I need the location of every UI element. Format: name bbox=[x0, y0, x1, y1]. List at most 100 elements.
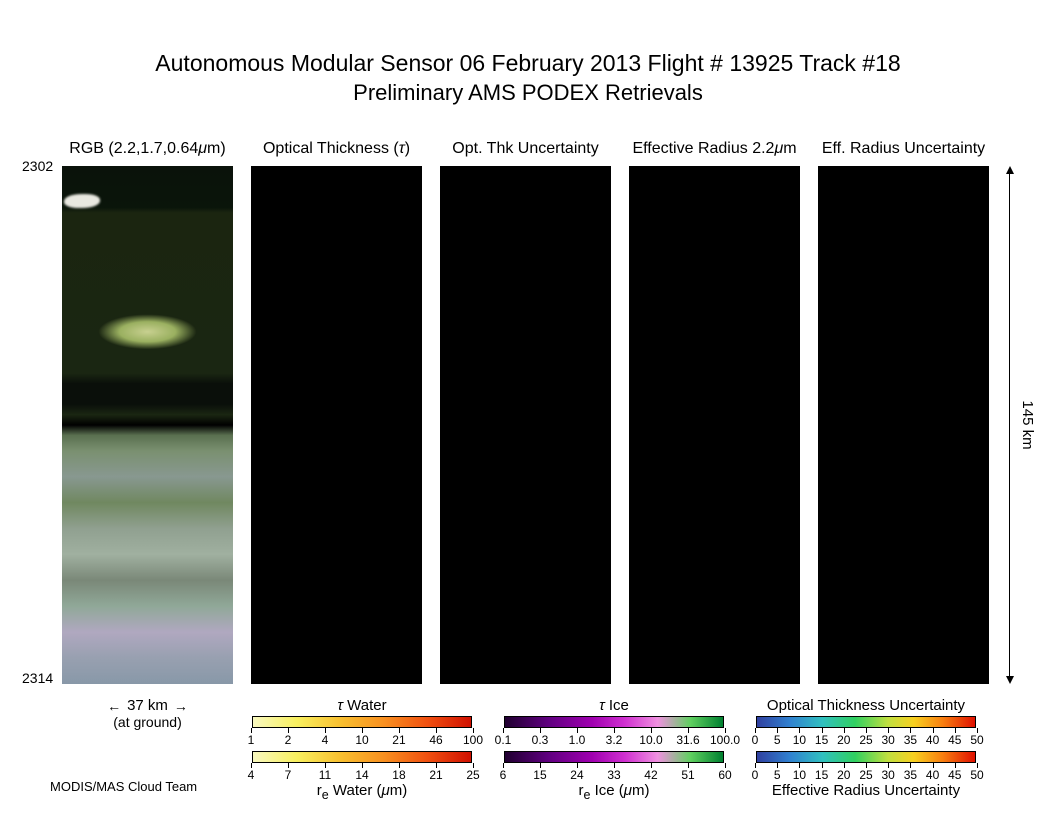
colorbar-tick-label: 45 bbox=[948, 768, 961, 782]
colorbar-title: τ Water bbox=[337, 697, 386, 714]
colorbar-title: re Water (μm) bbox=[317, 782, 407, 802]
colorbar-tick-label: 11 bbox=[319, 768, 331, 782]
height-scale: 145 km bbox=[1005, 166, 1035, 684]
width-scale-label: 37 km bbox=[127, 697, 168, 714]
colorbar-tick-label: 21 bbox=[392, 733, 405, 747]
colorbar-tick-label: 0 bbox=[752, 733, 759, 747]
colorbar-tick-label: 18 bbox=[392, 768, 405, 782]
panel-label: Opt. Thk Uncertainty bbox=[440, 140, 611, 160]
colorbar-tick-label: 2 bbox=[285, 733, 292, 747]
panel-rgb: RGB (2.2,1.7,0.64μm) bbox=[62, 140, 233, 684]
colorbar-tick-label: 100.0 bbox=[710, 733, 740, 747]
rgb-cloud bbox=[64, 194, 100, 208]
colorbar-labels: 471114182125 bbox=[251, 768, 473, 782]
colorbar-labels: 0.10.31.03.210.031.6100.0 bbox=[503, 733, 725, 747]
colorbar-tick-label: 33 bbox=[607, 768, 620, 782]
colorbar-tick-label: 15 bbox=[815, 733, 828, 747]
colorbar-group: τ Ice0.10.31.03.210.031.6100.0 bbox=[503, 697, 725, 747]
colorbar-tick-label: 50 bbox=[970, 768, 983, 782]
colorbar-tick-label: 35 bbox=[904, 768, 917, 782]
colorbar-tick-label: 4 bbox=[248, 768, 255, 782]
colorbar-tick-label: 15 bbox=[533, 768, 546, 782]
colorbar-tick-label: 20 bbox=[837, 768, 850, 782]
colorbar-tick-label: 100 bbox=[463, 733, 483, 747]
colorbar-tick-label: 30 bbox=[882, 733, 895, 747]
colorbar-bar bbox=[756, 751, 976, 763]
arrow-left-icon: ← bbox=[107, 698, 121, 714]
panel-opt-thk-uncertainty: Opt. Thk Uncertainty bbox=[440, 140, 611, 684]
colorbar-labels: 124102146100 bbox=[251, 733, 473, 747]
colorbar-tick-label: 5 bbox=[774, 733, 781, 747]
rgb-scene bbox=[62, 166, 233, 684]
panel-label: Optical Thickness (τ) bbox=[251, 140, 422, 160]
title-main: Autonomous Modular Sensor 06 February 20… bbox=[0, 50, 1056, 77]
panel-label: RGB (2.2,1.7,0.64μm) bbox=[62, 140, 233, 160]
colorbar-tick-label: 30 bbox=[882, 768, 895, 782]
panel-label: Eff. Radius Uncertainty bbox=[818, 140, 989, 160]
panel-image-blank bbox=[251, 166, 422, 684]
colorbar-tick-label: 45 bbox=[948, 733, 961, 747]
colorbar-region: τ Water124102146100τ Ice0.10.31.03.210.0… bbox=[251, 697, 1011, 808]
colorbar-tick-label: 50 bbox=[970, 733, 983, 747]
colorbar-tick-label: 1 bbox=[248, 733, 255, 747]
colorbar-tick-label: 4 bbox=[322, 733, 329, 747]
colorbar-bar bbox=[252, 716, 472, 728]
colorbar-tick-label: 0.3 bbox=[532, 733, 549, 747]
colorbar-tick-label: 5 bbox=[774, 768, 781, 782]
title-sub: Preliminary AMS PODEX Retrievals bbox=[0, 80, 1056, 106]
credit-text: MODIS/MAS Cloud Team bbox=[50, 779, 197, 794]
panel-image-blank bbox=[818, 166, 989, 684]
colorbar-bar bbox=[504, 716, 724, 728]
colorbar-tick-label: 7 bbox=[285, 768, 292, 782]
y-axis-tick-bottom: 2314 bbox=[22, 670, 53, 686]
colorbar-tick-label: 10 bbox=[793, 768, 806, 782]
colorbar-title: τ Ice bbox=[599, 697, 629, 714]
panel-row: RGB (2.2,1.7,0.64μm) Optical Thickness (… bbox=[62, 140, 989, 684]
colorbar-group: 05101520253035404550Effective Radius Unc… bbox=[755, 751, 977, 804]
colorbar-tick-label: 3.2 bbox=[606, 733, 623, 747]
colorbar-tick-label: 1.0 bbox=[569, 733, 586, 747]
colorbar-tick-label: 10 bbox=[355, 733, 368, 747]
colorbar-row-1: τ Water124102146100τ Ice0.10.31.03.210.0… bbox=[251, 697, 1011, 747]
colorbar-tick-label: 15 bbox=[815, 768, 828, 782]
colorbar-tick-label: 25 bbox=[859, 768, 872, 782]
arrow-right-icon: → bbox=[174, 698, 188, 714]
height-arrow-line bbox=[1009, 172, 1010, 678]
colorbar-tick-label: 46 bbox=[429, 733, 442, 747]
colorbar-tick-label: 60 bbox=[718, 768, 731, 782]
colorbar-group: Optical Thickness Uncertainty05101520253… bbox=[755, 697, 977, 747]
colorbar-tick-label: 0.1 bbox=[495, 733, 512, 747]
panel-effective-radius: Effective Radius 2.2μm bbox=[629, 140, 800, 684]
height-scale-label: 145 km bbox=[1019, 400, 1036, 449]
colorbar-tick-label: 14 bbox=[355, 768, 368, 782]
y-axis-tick-top: 2302 bbox=[22, 158, 53, 174]
colorbar-tick-label: 42 bbox=[644, 768, 657, 782]
colorbar-tick-label: 25 bbox=[466, 768, 479, 782]
colorbar-title: Effective Radius Uncertainty bbox=[772, 782, 960, 799]
panel-image-blank bbox=[440, 166, 611, 684]
width-scale: ← 37 km → (at ground) bbox=[62, 697, 233, 730]
colorbar-bar bbox=[252, 751, 472, 763]
panel-label: Effective Radius 2.2μm bbox=[629, 140, 800, 160]
colorbar-tick-label: 20 bbox=[837, 733, 850, 747]
colorbar-row-2: 4 7 11 14 18 21 25 re Water (μm) 6 15 24 33 42 51 60 re… bbox=[251, 751, 1011, 804]
colorbar-tick-label: 51 bbox=[681, 768, 694, 782]
panel-image-blank bbox=[629, 166, 800, 684]
panel-image-rgb bbox=[62, 166, 233, 684]
colorbar-labels: 05101520253035404550 bbox=[755, 768, 977, 782]
panel-eff-radius-uncertainty: Eff. Radius Uncertainty bbox=[818, 140, 989, 684]
colorbar-labels: 05101520253035404550 bbox=[755, 733, 977, 747]
colorbar-tick-label: 31.6 bbox=[676, 733, 699, 747]
colorbar-tick-label: 35 bbox=[904, 733, 917, 747]
colorbar-title: re Ice (μm) bbox=[578, 782, 649, 802]
panel-optical-thickness: Optical Thickness (τ) bbox=[251, 140, 422, 684]
colorbar-tick-label: 6 bbox=[500, 768, 507, 782]
colorbar-tick-label: 10 bbox=[793, 733, 806, 747]
colorbar-tick-label: 24 bbox=[570, 768, 583, 782]
colorbar-group: 6152433425160re Ice (μm) bbox=[503, 751, 725, 804]
colorbar-labels: 6152433425160 bbox=[503, 768, 725, 782]
colorbar-group: 471114182125re Water (μm) bbox=[251, 751, 473, 804]
colorbar-tick-label: 21 bbox=[429, 768, 442, 782]
width-scale-note: (at ground) bbox=[62, 714, 233, 730]
colorbar-tick-label: 10.0 bbox=[639, 733, 662, 747]
